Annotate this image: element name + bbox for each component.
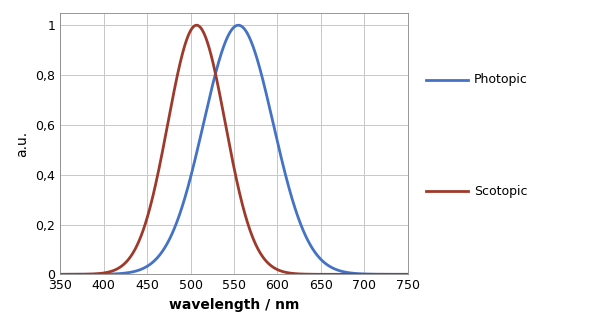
Photopic xyxy=(423,272,430,276)
Photopic xyxy=(431,272,438,276)
Line: Photopic: Photopic xyxy=(52,25,434,274)
Scotopic xyxy=(91,272,98,276)
Line: Scotopic: Scotopic xyxy=(52,25,434,274)
Photopic xyxy=(114,272,121,276)
Text: Scotopic: Scotopic xyxy=(474,185,527,198)
Y-axis label: a.u.: a.u. xyxy=(16,130,29,157)
Text: Photopic: Photopic xyxy=(474,73,528,86)
Scotopic xyxy=(423,272,430,276)
Scotopic xyxy=(193,23,200,27)
Scotopic xyxy=(194,24,202,27)
Photopic xyxy=(48,272,55,276)
Scotopic xyxy=(114,267,121,271)
Photopic xyxy=(211,75,218,78)
Scotopic xyxy=(48,272,55,276)
Photopic xyxy=(235,23,242,27)
Photopic xyxy=(382,272,389,276)
Scotopic xyxy=(431,272,438,276)
Scotopic xyxy=(382,272,389,276)
Scotopic xyxy=(211,69,218,72)
Photopic xyxy=(91,272,98,276)
X-axis label: wavelength / nm: wavelength / nm xyxy=(169,298,299,312)
Photopic xyxy=(194,145,202,149)
